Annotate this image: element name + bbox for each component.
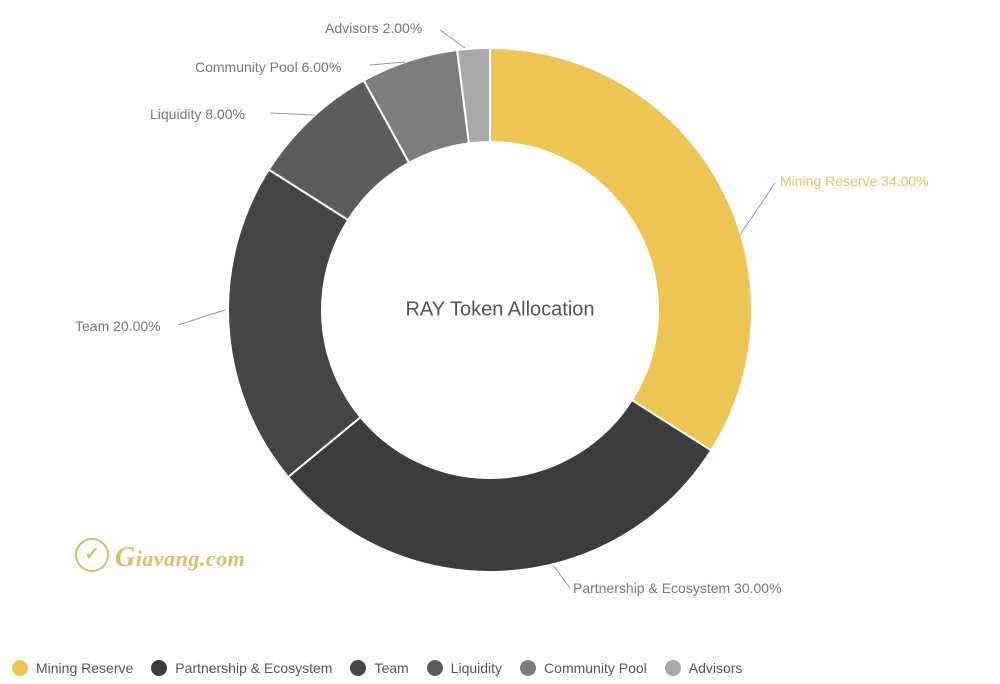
legend-label: Liquidity (451, 660, 502, 676)
legend-dot-icon (12, 660, 28, 676)
leader-line (553, 565, 570, 588)
legend-label: Partnership & Ecosystem (175, 660, 332, 676)
slice-label: Mining Reserve 34.00% (780, 173, 929, 190)
legend-item: Community Pool (520, 660, 647, 676)
legend-dot-icon (427, 660, 443, 676)
legend-dot-icon (665, 660, 681, 676)
legend-item: Liquidity (427, 660, 502, 676)
legend-dot-icon (350, 660, 366, 676)
slice-label: Liquidity 8.00% (150, 106, 245, 123)
legend-item: Team (350, 660, 408, 676)
watermark-icon (75, 538, 109, 572)
donut-slice (288, 400, 711, 572)
donut-slice (490, 48, 752, 450)
legend-dot-icon (151, 660, 167, 676)
legend-item: Mining Reserve (12, 660, 133, 676)
slice-label: Community Pool 6.00% (195, 59, 341, 76)
watermark-text: Giavang.com (115, 542, 245, 574)
legend-label: Team (374, 660, 408, 676)
leader-line (740, 183, 775, 235)
legend: Mining Reserve Partnership & Ecosystem Tea… (12, 660, 742, 676)
leader-line (178, 310, 225, 325)
legend-label: Advisors (689, 660, 743, 676)
legend-item: Partnership & Ecosystem (151, 660, 332, 676)
legend-dot-icon (520, 660, 536, 676)
slice-label: Team 20.00% (75, 318, 161, 335)
legend-item: Advisors (665, 660, 743, 676)
legend-label: Community Pool (544, 660, 647, 676)
slice-label: Advisors 2.00% (325, 20, 422, 37)
leader-line (440, 30, 465, 48)
slice-label: Partnership & Ecosystem 30.00% (573, 580, 782, 597)
legend-label: Mining Reserve (36, 660, 133, 676)
leader-line (270, 113, 315, 115)
chart-center-title: RAY Token Allocation (405, 299, 594, 322)
